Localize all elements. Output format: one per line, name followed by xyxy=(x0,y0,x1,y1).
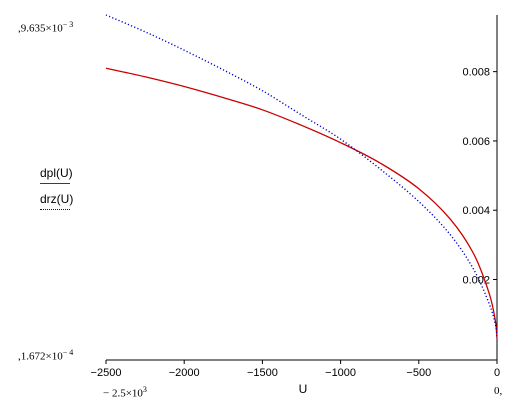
x-max-bracket-close: , xyxy=(499,385,503,397)
legend-label-dpl: dpl(U) xyxy=(40,166,73,180)
series-line-dpl xyxy=(105,67,498,339)
x-min-value: − 2.5×10 xyxy=(103,387,143,400)
y-min-bracket-open: , xyxy=(18,350,21,363)
y-tick-label: 0.004 xyxy=(462,205,490,217)
y-max-exponent: − 3 xyxy=(62,20,74,29)
legend-swatch-drz xyxy=(40,209,70,210)
legend-swatch-dpl xyxy=(40,183,70,184)
series-group xyxy=(105,14,498,339)
legend-item-drz: drz(U) xyxy=(40,192,80,218)
y-max-limit-label: ,9.635×10− 3 xyxy=(18,20,73,35)
y-min-value: 1.672×10 xyxy=(20,350,63,363)
x-tick-label: −1000 xyxy=(325,367,356,379)
y-min-exponent: − 4 xyxy=(62,348,74,357)
legend: dpl(U) drz(U) xyxy=(40,166,80,218)
y-tick-label: 0.006 xyxy=(462,136,490,148)
legend-item-dpl: dpl(U) xyxy=(40,166,80,192)
y-max-value: 9.635×10 xyxy=(20,22,63,35)
x-tick-label: −2000 xyxy=(169,367,200,379)
x-tick-label: −500 xyxy=(406,367,431,379)
x-max-value: 0 xyxy=(494,385,500,397)
x-max-limit-label: 0, xyxy=(494,385,502,397)
x-min-limit-label: − 2.5×103 xyxy=(103,385,147,400)
y-tick-label: 0.008 xyxy=(462,67,490,79)
series-line-drz xyxy=(105,14,498,339)
legend-label-drz: drz(U) xyxy=(40,192,74,206)
y-max-bracket-open: , xyxy=(18,22,21,35)
x-min-exponent: 3 xyxy=(142,385,147,394)
x-axis-label: U xyxy=(299,382,308,396)
x-tick-label: 0 xyxy=(494,367,500,379)
x-axis: −2500 −2000 −1500 −1000 −500 0 xyxy=(91,359,500,379)
x-tick-label: −1500 xyxy=(247,367,278,379)
y-min-limit-label: ,1.672×10− 4 xyxy=(18,348,73,363)
x-tick-label: −2500 xyxy=(91,367,122,379)
